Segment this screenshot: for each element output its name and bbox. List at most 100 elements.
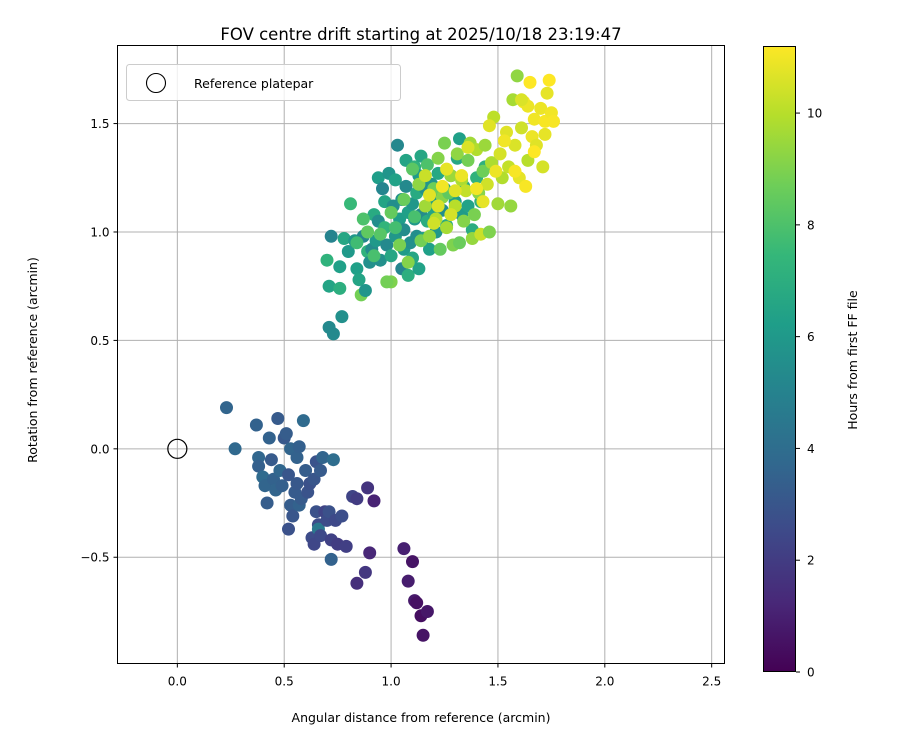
x-axis-title: Angular distance from reference (arcmin) — [292, 710, 551, 725]
data-point — [480, 177, 494, 191]
legend: Reference platepar — [126, 64, 401, 101]
data-point — [252, 459, 266, 473]
legend-label: Reference platepar — [194, 76, 314, 91]
data-point — [534, 101, 548, 115]
colorbar-tick-label: 8 — [807, 218, 815, 232]
data-point — [292, 440, 306, 454]
data-point — [406, 555, 419, 569]
colorbar-frame — [763, 46, 796, 672]
x-axis-ticks: 0.0 0.5 1.0 1.5 2.0 2.5 — [168, 663, 721, 689]
data-point — [367, 494, 381, 508]
legend-box — [126, 64, 401, 101]
data-point — [335, 509, 349, 523]
data-point — [314, 464, 327, 477]
x-tick-label: 1.5 — [488, 675, 507, 689]
data-point — [333, 260, 347, 274]
data-point — [350, 576, 364, 590]
data-point — [401, 574, 415, 588]
x-tick-label: 0.0 — [168, 675, 187, 689]
reference-marker — [167, 438, 188, 459]
data-point — [371, 171, 385, 185]
data-point — [282, 522, 295, 536]
data-point — [337, 232, 351, 245]
data-point — [373, 227, 387, 241]
data-point — [431, 151, 445, 165]
reference-layer — [167, 438, 188, 459]
data-point — [508, 138, 522, 152]
data-point — [397, 542, 411, 556]
y-axis-ticks: −0.5 0.0 0.5 1.0 1.5 — [80, 117, 118, 565]
data-point — [420, 605, 434, 618]
data-point — [260, 496, 274, 510]
data-point — [482, 225, 496, 239]
data-point — [497, 134, 511, 148]
data-point — [299, 464, 313, 477]
data-point — [410, 596, 424, 610]
data-point — [423, 188, 436, 202]
data-point — [536, 160, 550, 174]
x-tick-label: 2.5 — [702, 675, 721, 689]
data-point — [453, 132, 466, 146]
data-point — [220, 401, 233, 415]
data-point — [519, 179, 533, 193]
data-point — [453, 236, 466, 250]
data-point — [401, 268, 415, 282]
data-point — [455, 169, 469, 183]
data-point — [476, 164, 490, 178]
data-point — [440, 162, 454, 176]
data-point — [467, 208, 481, 222]
data-point — [476, 195, 490, 209]
colorbar-tick-label: 4 — [807, 442, 815, 456]
data-point — [457, 214, 471, 228]
data-point — [361, 225, 375, 239]
data-point — [406, 162, 419, 176]
data-point — [350, 236, 364, 250]
data-point — [316, 451, 330, 464]
data-point — [341, 245, 355, 258]
data-point — [461, 140, 475, 154]
y-tick-label: 1.5 — [90, 117, 109, 131]
data-point — [356, 212, 370, 226]
data-point — [384, 206, 398, 219]
data-point — [491, 197, 505, 211]
data-point — [508, 164, 522, 178]
data-point — [286, 509, 300, 523]
data-point — [397, 193, 411, 206]
data-point — [264, 453, 278, 467]
data-point — [228, 442, 242, 456]
data-point — [339, 539, 353, 553]
data-point — [363, 546, 377, 560]
data-point — [538, 127, 552, 141]
y-tick-label: 1.0 — [90, 225, 109, 239]
data-point — [444, 208, 458, 222]
colorbar-label: Hours from first FF file — [845, 290, 860, 430]
data-point — [504, 199, 518, 213]
colorbar-tick-label: 0 — [807, 666, 815, 680]
data-point — [450, 147, 464, 161]
x-tick-label: 0.5 — [275, 675, 294, 689]
legend-marker-icon — [145, 72, 167, 94]
data-point — [416, 628, 430, 642]
x-tick-label: 1.0 — [382, 675, 401, 689]
data-point — [326, 327, 340, 341]
data-point — [547, 114, 560, 128]
data-point — [335, 310, 349, 324]
data-point — [412, 262, 426, 276]
data-point — [461, 153, 475, 167]
y-tick-label: 0.0 — [90, 442, 109, 456]
plot-frame — [117, 45, 725, 664]
colorbar-tick-label: 6 — [807, 330, 815, 344]
data-point — [262, 431, 276, 445]
data-point — [350, 262, 364, 276]
data-point — [324, 229, 338, 243]
data-point — [361, 481, 375, 495]
data-point — [438, 136, 451, 150]
data-point — [459, 184, 473, 198]
data-point — [427, 216, 441, 230]
data-point — [435, 179, 449, 193]
data-point — [279, 427, 293, 441]
data-point — [433, 242, 447, 256]
data-point — [326, 453, 340, 467]
x-tick-label: 2.0 — [595, 675, 614, 689]
